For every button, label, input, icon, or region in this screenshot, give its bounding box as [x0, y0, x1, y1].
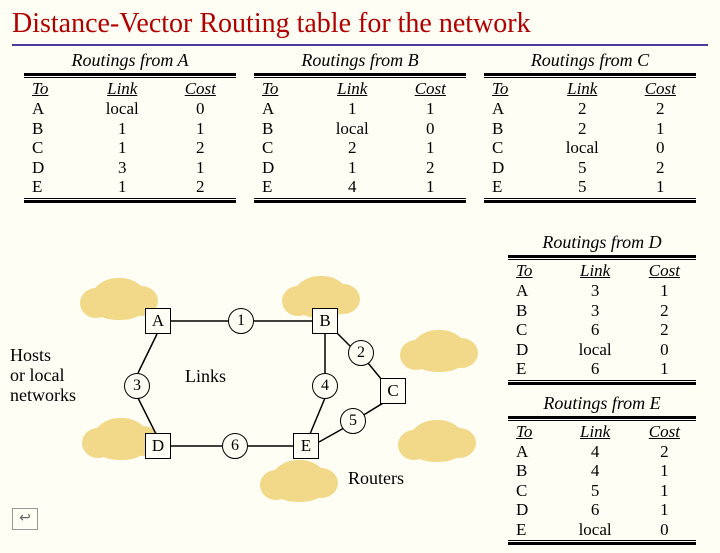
table-row: B32: [508, 301, 696, 321]
col-cost: Cost: [625, 79, 696, 99]
table-row: Blocal0: [254, 119, 466, 139]
col-cost: Cost: [633, 422, 696, 442]
routing-grid: To Link Cost A31 B32 C62 Dlocal0 E61: [508, 261, 696, 379]
col-to: To: [254, 79, 310, 99]
router-node-B: B: [312, 308, 338, 334]
link-label-5: 5: [340, 408, 366, 434]
title-rule: [12, 44, 708, 46]
table-row: Alocal0: [24, 99, 236, 119]
col-link: Link: [558, 422, 633, 442]
col-to: To: [24, 79, 80, 99]
routing-table-D: Routings from D To Link Cost A31 B32 C62…: [508, 232, 696, 385]
table-row: A11: [254, 99, 466, 119]
routing-tables-top: Routings from A To Link Cost Alocal0 B11…: [0, 50, 720, 204]
table-row: B11: [24, 119, 236, 139]
table-row: D61: [508, 500, 696, 520]
col-to: To: [508, 422, 558, 442]
routing-table-C: Routings from C To Link Cost A22 B21 Clo…: [484, 50, 696, 204]
link-label-3: 3: [124, 373, 150, 399]
routing-table-A: Routings from A To Link Cost Alocal0 B11…: [24, 50, 236, 204]
table-row: D12: [254, 158, 466, 178]
table-row: E41: [254, 177, 466, 197]
routing-caption: Routings from E: [508, 393, 696, 414]
table-row: Dlocal0: [508, 340, 696, 360]
router-node-C: C: [380, 378, 406, 404]
table-row: C12: [24, 138, 236, 158]
table-row: A22: [484, 99, 696, 119]
table-row: D52: [484, 158, 696, 178]
table-row: E51: [484, 177, 696, 197]
page-title: Distance-Vector Routing table for the ne…: [0, 0, 720, 44]
routing-caption: Routings from A: [24, 50, 236, 71]
back-icon[interactable]: ↩: [12, 508, 38, 530]
routing-table-E: Routings from E To Link Cost A42 B41 C51…: [508, 393, 696, 546]
routing-table-B: Routings from B To Link Cost A11 Blocal0…: [254, 50, 466, 204]
col-link: Link: [558, 261, 633, 281]
col-cost: Cost: [395, 79, 466, 99]
col-to: To: [484, 79, 540, 99]
hosts-label: Hostsor localnetworks: [10, 346, 90, 405]
routing-grid: To Link Cost Alocal0 B11 C12 D31 E12: [24, 79, 236, 197]
routing-caption: Routings from C: [484, 50, 696, 71]
router-node-E: E: [293, 433, 319, 459]
router-node-A: A: [145, 308, 171, 334]
table-row: C51: [508, 481, 696, 501]
link-label-2: 2: [348, 340, 374, 366]
routing-grid: To Link Cost A11 Blocal0 C21 D12 E41: [254, 79, 466, 197]
table-row: A31: [508, 281, 696, 301]
col-to: To: [508, 261, 558, 281]
col-link: Link: [310, 79, 395, 99]
routing-grid: To Link Cost A42 B41 C51 D61 Elocal0: [508, 422, 696, 540]
table-row: B21: [484, 119, 696, 139]
link-label-6: 6: [222, 433, 248, 459]
col-link: Link: [80, 79, 165, 99]
table-row: B41: [508, 461, 696, 481]
table-row: E61: [508, 359, 696, 379]
col-cost: Cost: [165, 79, 236, 99]
table-row: C62: [508, 320, 696, 340]
links-label: Links: [185, 366, 226, 387]
table-row: A42: [508, 442, 696, 462]
table-row: C21: [254, 138, 466, 158]
network-diagram: A B C D E 1 2 3 45 6 Hostsor localnetworks Links…: [10, 268, 470, 498]
col-link: Link: [540, 79, 625, 99]
routing-caption: Routings from D: [508, 232, 696, 253]
link-label-1: 1: [228, 308, 254, 334]
table-row: E12: [24, 177, 236, 197]
routing-caption: Routings from B: [254, 50, 466, 71]
router-node-D: D: [145, 433, 171, 459]
routers-label: Routers: [348, 468, 404, 489]
table-row: Clocal0: [484, 138, 696, 158]
routing-grid: To Link Cost A22 B21 Clocal0 D52 E51: [484, 79, 696, 197]
table-row: D31: [24, 158, 236, 178]
table-row: Elocal0: [508, 520, 696, 540]
link-label-4: 4: [312, 373, 338, 399]
col-cost: Cost: [633, 261, 696, 281]
routing-tables-side: Routings from D To Link Cost A31 B32 C62…: [508, 232, 696, 553]
